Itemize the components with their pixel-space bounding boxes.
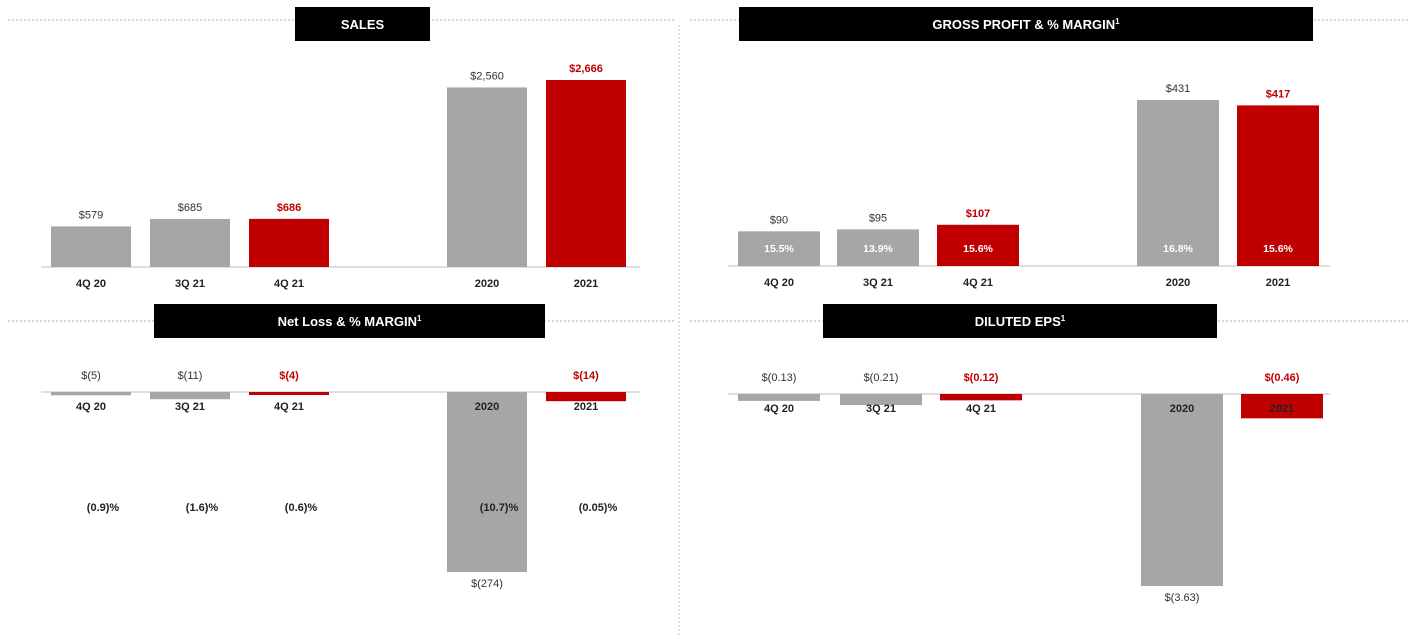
- data-label: $417: [1266, 88, 1290, 100]
- bar-2020: [1141, 394, 1223, 586]
- category-label: 2020: [475, 278, 499, 290]
- category-label: 2020: [1166, 277, 1190, 289]
- bar-2021: [1237, 105, 1319, 266]
- bar-4q-21: [937, 224, 1019, 266]
- category-label: 4Q 20: [764, 403, 794, 415]
- bar-4q-20: [51, 392, 131, 396]
- chart-panel-3: Net Loss & % MARGIN1 $(5) 4Q 20 (0.9)% $(11)…: [41, 304, 640, 590]
- chart-title-banner: [154, 304, 545, 338]
- chart-title-text: DILUTED EPS: [975, 314, 1061, 329]
- chart-title-text: GROSS PROFIT & % MARGIN: [932, 17, 1115, 32]
- chart-title-footnote: 1: [1115, 17, 1120, 26]
- margin-label: (0.6)%: [285, 502, 318, 514]
- bar-3q-21: [150, 218, 230, 267]
- chart-panel-4: DILUTED EPS1 $(0.13) 4Q 20 $(0.21) 3Q 21 $(0.…: [728, 304, 1330, 604]
- margin-label: 16.8%: [1163, 243, 1193, 255]
- margin-label: 15.5%: [764, 243, 794, 255]
- data-label: $(0.13): [762, 372, 797, 384]
- bar-2020: [1137, 100, 1219, 266]
- data-label: $(4): [279, 370, 299, 382]
- data-label: $(0.12): [964, 372, 999, 384]
- bar-4q-21: [940, 394, 1022, 401]
- category-label: 2020: [475, 401, 499, 413]
- chart-title-banner: [739, 7, 1313, 41]
- margin-label: 13.9%: [863, 243, 893, 255]
- margin-label: 15.6%: [1263, 243, 1293, 255]
- chart-title: GROSS PROFIT & % MARGIN1: [932, 17, 1120, 32]
- bar-4q-20: [738, 394, 820, 401]
- data-label: $(5): [81, 370, 101, 382]
- data-label: $90: [770, 214, 788, 226]
- margin-label: (10.7)%: [480, 502, 519, 514]
- category-label: 4Q 21: [274, 401, 304, 413]
- bar-3q-21: [837, 229, 919, 266]
- chart-title: Net Loss & % MARGIN1: [278, 314, 422, 329]
- data-label: $(11): [178, 370, 203, 382]
- category-label: 2021: [1266, 277, 1290, 289]
- bar-4q-20: [738, 231, 820, 266]
- bar-2021: [546, 392, 626, 402]
- bar-2021: [1241, 394, 1323, 419]
- data-label: $(14): [573, 370, 599, 382]
- margin-label: 15.6%: [963, 243, 993, 255]
- chart-title-footnote: 1: [417, 314, 422, 323]
- chart-title: DILUTED EPS1: [975, 314, 1066, 329]
- category-label: 4Q 20: [76, 278, 106, 290]
- data-label: $686: [277, 202, 301, 214]
- data-label: $2,560: [470, 70, 504, 82]
- chart-title-banner: [823, 304, 1217, 338]
- category-label: 3Q 21: [866, 403, 896, 415]
- bar-4q-20: [51, 226, 131, 267]
- category-label: 3Q 21: [175, 401, 205, 413]
- data-label: $107: [966, 208, 990, 220]
- category-label: 4Q 21: [274, 278, 304, 290]
- bar-2021: [546, 80, 626, 267]
- category-label: 2021: [1270, 403, 1294, 415]
- data-label: $95: [869, 212, 887, 224]
- chart-panel-2: GROSS PROFIT & % MARGIN1 $90 4Q 20 15.5% $95…: [728, 7, 1330, 289]
- data-label: $(274): [471, 578, 503, 590]
- margin-label: (0.05)%: [579, 502, 618, 514]
- data-label: $685: [178, 202, 202, 214]
- chart-title-text: Net Loss & % MARGIN: [278, 314, 417, 329]
- data-label: $431: [1166, 83, 1190, 95]
- bar-2020: [447, 87, 527, 267]
- bar-4q-21: [249, 218, 329, 267]
- category-label: 2021: [574, 278, 598, 290]
- category-label: 2020: [1170, 403, 1194, 415]
- category-label: 4Q 21: [963, 277, 993, 289]
- bar-4q-21: [249, 392, 329, 395]
- chart-title: SALES: [341, 17, 385, 32]
- data-label: $(0.46): [1265, 372, 1300, 384]
- data-label: $2,666: [569, 63, 603, 75]
- chart-title-footnote: 1: [1061, 314, 1066, 323]
- category-label: 3Q 21: [863, 277, 893, 289]
- category-label: 2021: [574, 401, 598, 413]
- margin-label: (0.9)%: [87, 502, 120, 514]
- bar-3q-21: [150, 392, 230, 400]
- margin-label: (1.6)%: [186, 502, 219, 514]
- chart-panel-1: SALES $579 4Q 20 $685 3Q 21 $686 4Q 21 $2,560 20…: [41, 7, 640, 290]
- data-label: $579: [79, 209, 103, 221]
- category-label: 4Q 21: [966, 403, 996, 415]
- category-label: 3Q 21: [175, 278, 205, 290]
- data-label: $(0.21): [864, 372, 899, 384]
- bar-2020: [447, 392, 527, 572]
- category-label: 4Q 20: [76, 401, 106, 413]
- bar-3q-21: [840, 394, 922, 406]
- chart-title-banner: [295, 7, 430, 41]
- data-label: $(3.63): [1165, 592, 1200, 604]
- category-label: 4Q 20: [764, 277, 794, 289]
- chart-title-text: SALES: [341, 17, 385, 32]
- chart-panels: SALES $579 4Q 20 $685 3Q 21 $686 4Q 21 $2,560 20…: [41, 7, 1330, 604]
